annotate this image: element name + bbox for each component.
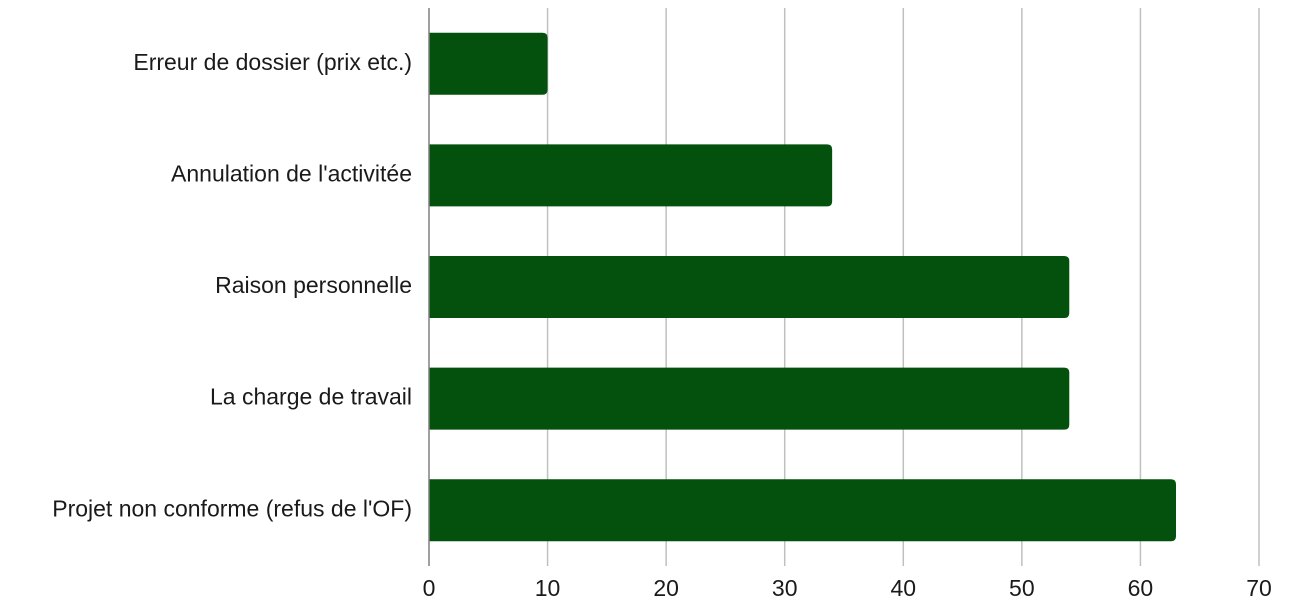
x-tick-label-70: 70 (1246, 575, 1272, 601)
x-tick-label-40: 40 (890, 575, 916, 601)
bar-3 (429, 256, 1070, 318)
bars (429, 32, 1176, 542)
tick-labels: 0 10 20 30 40 50 60 70 (423, 575, 1272, 601)
bar-4 (429, 367, 1070, 430)
category-label-5: Projet non conforme (refus de l'OF) (52, 495, 412, 521)
category-label-1: Erreur de dossier (prix etc.) (133, 49, 412, 75)
bar-5 (429, 479, 1176, 542)
bar-1 (429, 32, 548, 95)
x-tick-label-30: 30 (772, 575, 798, 601)
category-label-4: La charge de travail (210, 384, 412, 410)
category-labels: Erreur de dossier (prix etc.) Annulation … (52, 49, 412, 521)
x-tick-label-0: 0 (423, 575, 436, 601)
category-label-2: Annulation de l'activitée (171, 160, 412, 186)
x-tick-label-50: 50 (1009, 575, 1035, 601)
x-tick-label-10: 10 (535, 575, 561, 601)
category-label-3: Raison personnelle (215, 272, 412, 298)
x-tick-label-60: 60 (1128, 575, 1154, 601)
x-tick-label-20: 20 (653, 575, 679, 601)
bar-2 (429, 144, 833, 207)
